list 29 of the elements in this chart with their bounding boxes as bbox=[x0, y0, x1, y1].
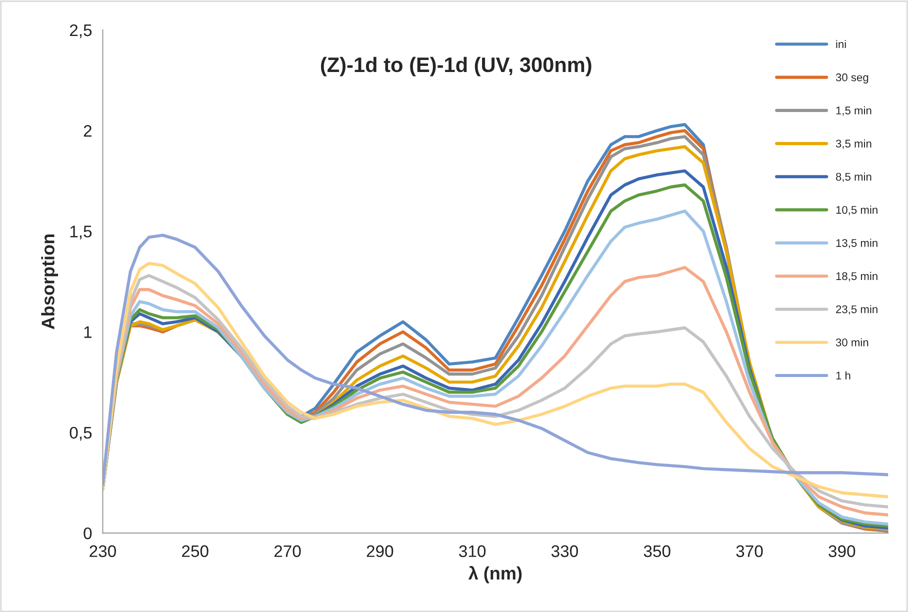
legend-label: 30 min bbox=[836, 338, 868, 346]
y-tick-label: 0 bbox=[84, 527, 92, 540]
y-tick-label: 2,5 bbox=[70, 24, 92, 38]
legend-label: 30 seg bbox=[836, 73, 868, 84]
y-tick-label: 1,5 bbox=[70, 226, 92, 240]
y-tick-label: 0,5 bbox=[70, 426, 92, 441]
legend-label: 8,5 min bbox=[836, 172, 872, 182]
x-tick-label: 230 bbox=[90, 545, 116, 558]
legend-label: 1 h bbox=[836, 371, 850, 380]
legend-label: 23,5 min bbox=[836, 305, 878, 315]
x-tick-label: 290 bbox=[366, 545, 394, 558]
legend-label: 10,5 min bbox=[836, 206, 878, 216]
text: (Z)-1d to (E)-1d (UV, 300nm) bbox=[320, 56, 592, 76]
x-tick-label: 310 bbox=[459, 545, 486, 558]
legend-label: ini bbox=[836, 40, 846, 48]
x-tick-label: 370 bbox=[736, 545, 763, 558]
legend-label: 13,5 min bbox=[836, 238, 878, 248]
y-tick-label: 1 bbox=[84, 326, 92, 338]
y-tick-label: 2 bbox=[84, 125, 92, 137]
legend-label: 18,5 min bbox=[836, 272, 878, 282]
y-axis-title: Absorption bbox=[41, 234, 58, 330]
legend-label: 1,5 min bbox=[836, 106, 872, 116]
x-axis-title: λ (nm) bbox=[468, 566, 522, 584]
x-tick-label: 250 bbox=[182, 545, 208, 558]
legend-label: 3,5 min bbox=[836, 139, 872, 149]
x-tick-label: 330 bbox=[551, 545, 578, 558]
x-tick-label: 350 bbox=[644, 545, 670, 558]
x-tick-label: 270 bbox=[274, 545, 301, 558]
x-tick-label: 390 bbox=[828, 545, 856, 558]
